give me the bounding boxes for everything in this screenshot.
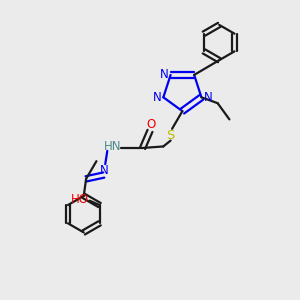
Text: N: N [152,91,161,104]
Text: O: O [147,118,156,131]
Text: HO: HO [71,193,89,206]
Text: HN: HN [104,140,122,153]
Text: N: N [203,91,212,104]
Text: N: N [160,68,169,81]
Text: N: N [99,164,108,177]
Text: S: S [167,129,175,142]
